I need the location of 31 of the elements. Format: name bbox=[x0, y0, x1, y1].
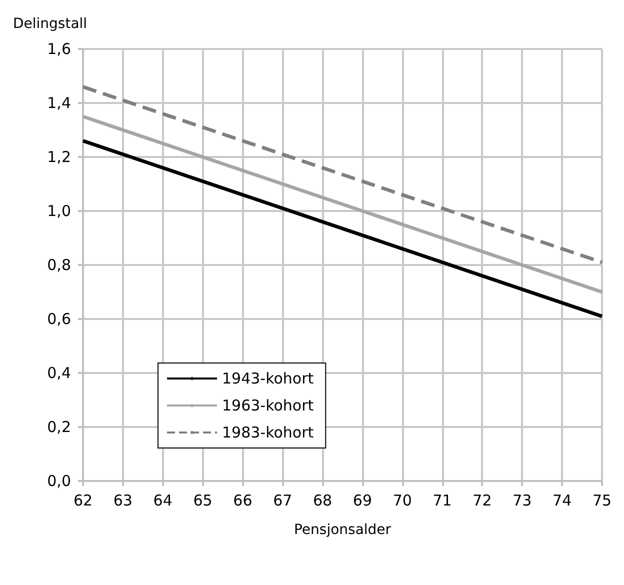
line-series bbox=[81, 114, 604, 294]
x-tick-label: 72 bbox=[472, 492, 492, 510]
x-tick-label: 63 bbox=[113, 492, 132, 510]
legend-label: 1943-kohort bbox=[222, 370, 314, 388]
x-tick-label: 65 bbox=[193, 492, 212, 510]
x-tick-label: 66 bbox=[233, 492, 252, 510]
y-tick-label: 0,8 bbox=[47, 256, 71, 274]
y-tick-label: 0,0 bbox=[47, 472, 71, 490]
x-tick-label: 70 bbox=[392, 492, 412, 510]
legend-label: 1983-kohort bbox=[222, 424, 314, 442]
x-tick-label: 68 bbox=[312, 492, 332, 510]
y-axis-title: Delingstall bbox=[13, 16, 88, 32]
y-tick-label: 1,4 bbox=[47, 94, 71, 112]
y-tick-label: 1,0 bbox=[47, 202, 71, 220]
line-series bbox=[81, 139, 604, 318]
y-tick-label: 0,6 bbox=[47, 310, 71, 328]
x-tick-label: 74 bbox=[552, 492, 572, 510]
x-tick-label: 64 bbox=[153, 492, 172, 510]
line-series bbox=[81, 85, 604, 264]
x-tick-label: 75 bbox=[592, 492, 612, 510]
legend-label: 1963-kohort bbox=[222, 396, 314, 414]
x-axis-title: Pensjonsalder bbox=[294, 522, 392, 538]
y-tick-label: 0,2 bbox=[47, 418, 71, 436]
x-tick-label: 71 bbox=[432, 492, 452, 510]
x-tick-label: 62 bbox=[73, 492, 93, 510]
y-tick-label: 0,4 bbox=[47, 364, 71, 382]
y-tick-label: 1,2 bbox=[47, 148, 71, 166]
x-tick-label: 67 bbox=[273, 492, 292, 510]
y-tick-label: 1,6 bbox=[47, 40, 71, 58]
x-tick-label: 69 bbox=[352, 492, 372, 510]
x-tick-label: 73 bbox=[512, 492, 532, 510]
